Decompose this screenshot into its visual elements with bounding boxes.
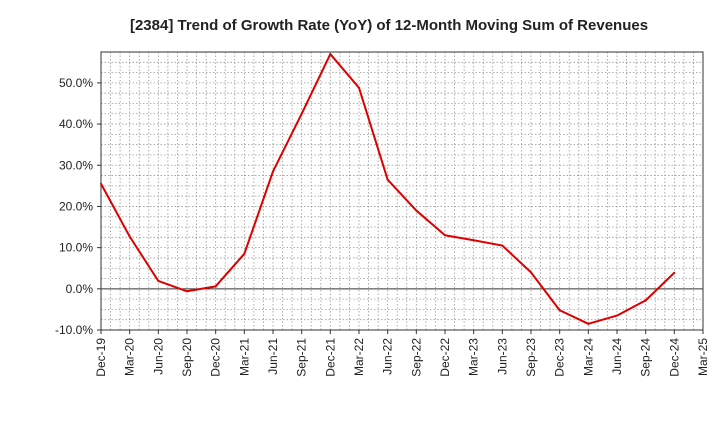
x-tick-label: Mar-20 bbox=[123, 338, 137, 376]
x-tick-label: Sep-23 bbox=[524, 338, 538, 377]
y-tick-label: 0.0% bbox=[66, 282, 94, 296]
x-tick-label: Dec-20 bbox=[209, 338, 223, 377]
x-tick-label: Mar-21 bbox=[237, 338, 251, 376]
x-tick-label: Dec-21 bbox=[323, 338, 337, 377]
data-point bbox=[444, 234, 446, 237]
x-tick-label: Jun-20 bbox=[151, 338, 165, 375]
x-tick-label: Mar-22 bbox=[352, 338, 366, 376]
x-tick-label: Jun-24 bbox=[610, 338, 624, 375]
data-point bbox=[558, 309, 561, 312]
x-tick-label: Dec-24 bbox=[667, 338, 681, 377]
x-tick-label: Sep-20 bbox=[180, 338, 194, 377]
x-tick-label: Dec-19 bbox=[94, 338, 108, 377]
plot-frame bbox=[100, 51, 704, 331]
x-tick-label: Mar-25 bbox=[696, 338, 710, 376]
x-tick-label: Jun-21 bbox=[266, 338, 280, 375]
x-tick-label: Mar-23 bbox=[467, 338, 481, 376]
x-tick-label: Jun-23 bbox=[495, 338, 509, 375]
x-tick-label: Mar-24 bbox=[581, 338, 595, 376]
x-axis-ticks: Dec-19 Mar-20 Jun-20 Sep-20 Dec-20 Mar-21 Jun-… bbox=[94, 330, 710, 377]
data-point bbox=[472, 239, 475, 242]
axes bbox=[100, 51, 704, 331]
data-point bbox=[616, 314, 618, 317]
data-point bbox=[272, 170, 274, 173]
data-point bbox=[100, 182, 102, 185]
x-tick-label: Sep-22 bbox=[409, 338, 423, 377]
data-point bbox=[214, 285, 217, 288]
plot-area bbox=[101, 52, 703, 330]
y-tick-label: -10.0% bbox=[55, 323, 93, 337]
y-tick-label: 50.0% bbox=[59, 76, 93, 90]
data-point bbox=[415, 209, 418, 212]
data-point bbox=[157, 279, 160, 282]
x-tick-label: Sep-21 bbox=[295, 338, 309, 377]
data-point bbox=[501, 244, 504, 247]
data-point bbox=[186, 290, 188, 293]
y-axis-ticks: -10.0% 0.0% 10.0% 20.0% 30.0% 40.0% 50.0% bbox=[55, 76, 101, 337]
x-tick-label: Sep-24 bbox=[639, 338, 653, 377]
data-point bbox=[128, 235, 131, 238]
grid bbox=[101, 51, 703, 331]
data-point bbox=[673, 271, 676, 274]
y-tick-label: 20.0% bbox=[59, 199, 93, 213]
data-point bbox=[587, 322, 590, 325]
series-layer bbox=[100, 53, 676, 325]
data-point bbox=[358, 86, 360, 89]
x-tick-label: Dec-22 bbox=[438, 338, 452, 377]
y-tick-label: 40.0% bbox=[59, 117, 93, 131]
data-point bbox=[530, 271, 532, 274]
chart-title: [2384] Trend of Growth Rate (YoY) of 12-… bbox=[130, 17, 648, 34]
y-tick-label: 10.0% bbox=[59, 241, 93, 255]
x-tick-label: Jun-22 bbox=[381, 338, 395, 375]
data-point bbox=[386, 178, 389, 181]
data-point bbox=[300, 112, 303, 115]
x-tick-label: Dec-23 bbox=[553, 338, 567, 377]
data-point bbox=[329, 53, 332, 56]
y-tick-label: 30.0% bbox=[59, 158, 93, 172]
data-point bbox=[243, 252, 246, 255]
data-point bbox=[644, 299, 647, 302]
